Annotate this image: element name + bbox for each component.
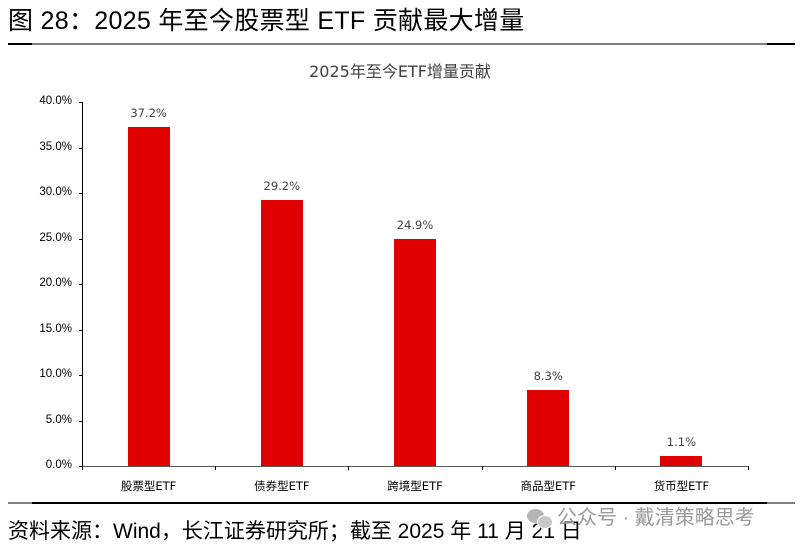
bar-chart: 0.0% 5.0% 10.0% 15.0% 20.0% 25.0% 30.0% 35.0% 40…	[39, 95, 749, 493]
wechat-icon	[527, 508, 553, 529]
x-tick	[82, 466, 83, 470]
x-tick	[748, 466, 749, 470]
x-tick	[481, 466, 483, 470]
y-tick	[79, 238, 83, 240]
header-rule	[8, 43, 795, 45]
y-tick	[79, 193, 83, 194]
y-tick	[79, 147, 83, 149]
source-note: 资料来源：Wind，长江证券研究所；截至 2025 年 11 月 21 日	[8, 520, 582, 543]
footer-rule	[8, 502, 795, 504]
category-label: 商品型ETF	[520, 479, 576, 493]
y-tick	[79, 375, 83, 376]
bar	[127, 127, 170, 466]
y-tick	[79, 284, 83, 285]
y-tick-label: 0.0%	[45, 459, 72, 471]
category-label: 跨境型ETF	[387, 479, 443, 493]
y-tick-label: 20.0%	[39, 277, 72, 289]
y-tick-label: 35.0%	[39, 140, 72, 153]
category-label: 债券型ETF	[254, 479, 310, 493]
y-tick	[79, 466, 83, 467]
figure-title: 图 28：2025 年至今股票型 ETF 贡献最大增量	[8, 7, 525, 35]
bar-value-label: 37.2%	[130, 106, 167, 121]
bar-value-label: 1.1%	[666, 434, 696, 449]
watermark: 公众号 · 戴清策略思考	[527, 505, 755, 531]
category-label: 股票型ETF	[120, 479, 177, 493]
y-tick-label: 10.0%	[39, 368, 72, 380]
x-tick	[348, 466, 350, 470]
bar	[260, 200, 303, 466]
x-tick	[215, 466, 217, 470]
bar-value-label: 29.2%	[263, 179, 301, 194]
x-tick	[614, 466, 616, 470]
y-tick-label: 40.0%	[39, 95, 72, 107]
y-tick-label: 15.0%	[39, 322, 72, 335]
y-tick	[79, 420, 83, 422]
bar	[527, 390, 570, 466]
y-tick-label: 25.0%	[39, 231, 72, 244]
y-tick-label: 5.0%	[45, 413, 72, 426]
bar	[660, 455, 703, 466]
watermark-text: 公众号 · 戴清策略思考	[557, 507, 755, 529]
y-tick	[79, 329, 83, 331]
y-tick-label: 30.0%	[39, 186, 72, 198]
chart-title: 2025年至今ETF增量贡献	[309, 62, 491, 81]
bar-value-label: 24.9%	[396, 218, 434, 233]
category-label: 货币型ETF	[653, 479, 710, 493]
x-axis	[82, 466, 748, 467]
bar	[394, 239, 436, 466]
y-tick	[79, 102, 83, 103]
bar-value-label: 8.3%	[533, 369, 563, 384]
